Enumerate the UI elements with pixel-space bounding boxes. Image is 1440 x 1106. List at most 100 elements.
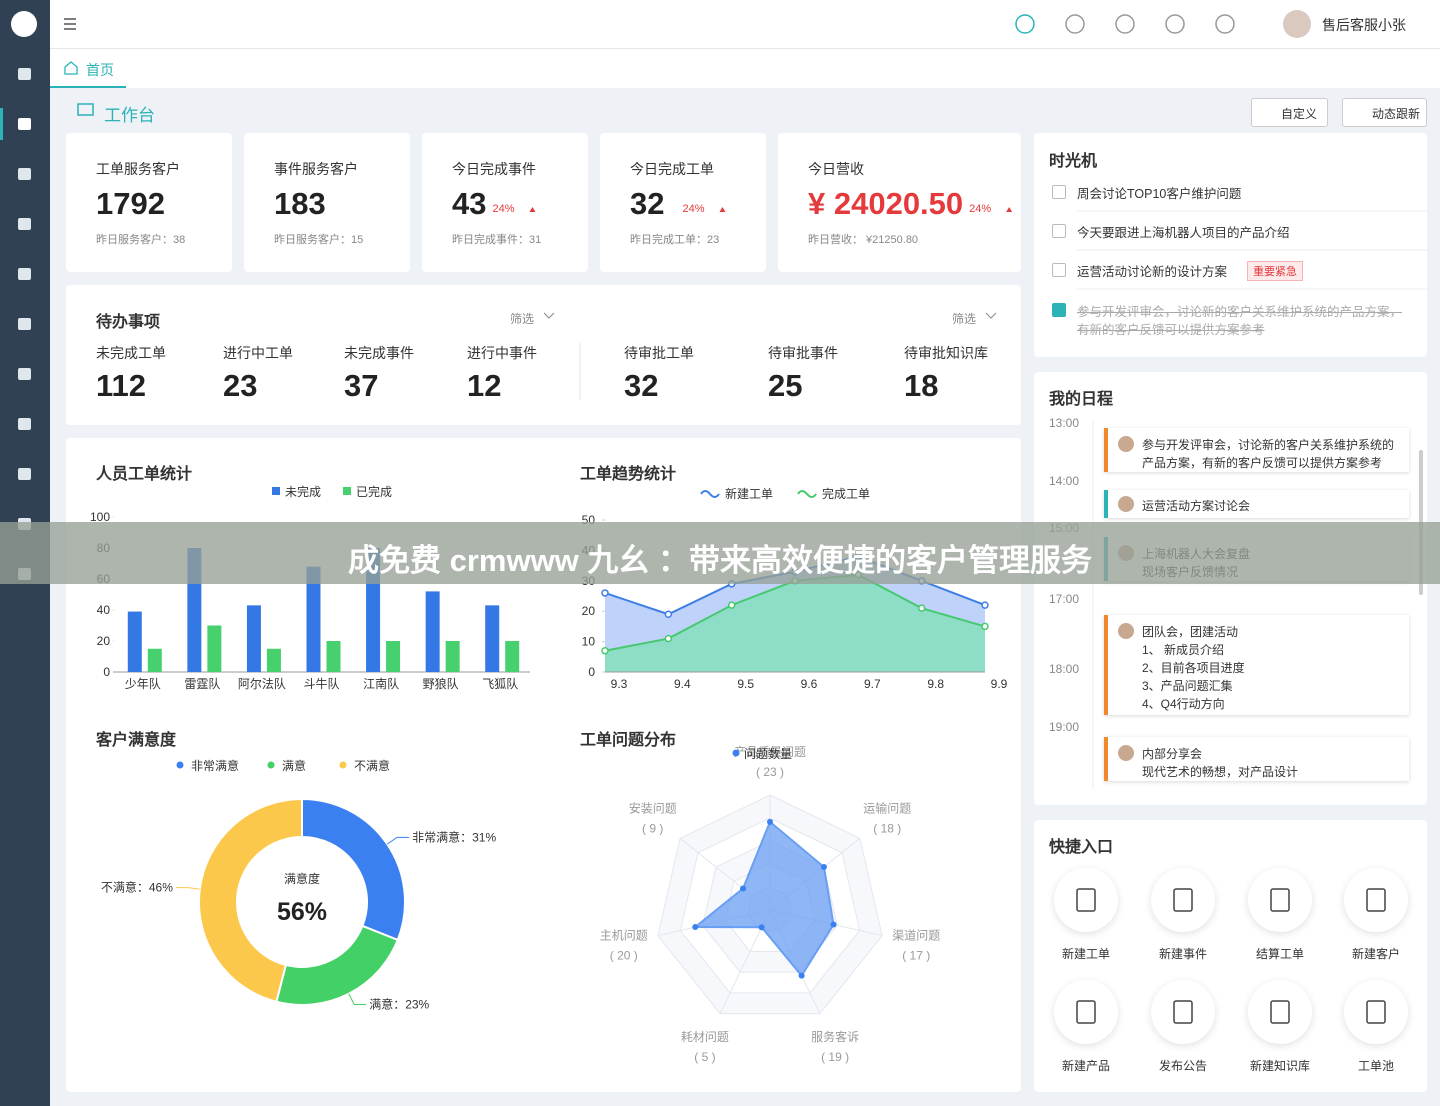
todo-value: 37 xyxy=(344,368,379,403)
quick-label[interactable]: 新建知识库 xyxy=(1249,1059,1310,1073)
bar xyxy=(326,641,341,672)
quick-label[interactable]: 结算工单 xyxy=(1255,947,1304,961)
filter-arrow xyxy=(543,312,555,319)
todo-label: 进行中工单 xyxy=(223,345,293,361)
checkbox[interactable] xyxy=(1052,224,1066,238)
stat-value: 32 xyxy=(630,186,665,221)
todo-label: 待审批知识库 xyxy=(904,345,988,361)
event-card[interactable] xyxy=(1104,737,1409,781)
event-text: 1、 新成员介绍 xyxy=(1142,643,1225,657)
bar xyxy=(246,605,261,672)
quick-button[interactable] xyxy=(1248,868,1312,932)
quick-title: 快捷入口 xyxy=(1049,839,1114,856)
quick-button[interactable] xyxy=(1344,980,1408,1044)
quick-button[interactable] xyxy=(1054,980,1118,1044)
up-arrow xyxy=(719,207,726,212)
quick-label[interactable]: 新建工单 xyxy=(1061,947,1110,961)
quick-icon xyxy=(1076,888,1096,912)
axis-label: 渠道问题 xyxy=(892,928,940,942)
legend-swatch xyxy=(272,487,280,495)
checkbox[interactable] xyxy=(1052,263,1066,277)
legend-swatch xyxy=(343,487,351,495)
button-label[interactable]: 动态跟新 xyxy=(1372,107,1421,121)
header-icon xyxy=(1165,14,1185,34)
point xyxy=(664,634,673,643)
slice-label: 不满意：46% xyxy=(101,880,173,895)
legend-label: 问题数量 xyxy=(744,746,792,761)
pie-slice xyxy=(275,924,400,1006)
axis-label: 运输问题 xyxy=(863,800,911,815)
area xyxy=(605,574,985,672)
quick-button[interactable] xyxy=(1344,868,1408,932)
quick-button[interactable] xyxy=(1151,868,1215,932)
legend-label: 非常满意 xyxy=(191,758,239,773)
x-tick-label: 阿尔法队 xyxy=(238,676,286,691)
quick-button[interactable] xyxy=(1151,980,1215,1044)
tab-label[interactable]: 首页 xyxy=(86,62,114,78)
stat-value: 43 xyxy=(452,186,487,221)
nav-active xyxy=(0,108,3,140)
nav-icon xyxy=(18,418,31,430)
x-tick-label: 9.7 xyxy=(864,677,881,691)
quick-label[interactable]: 新建事件 xyxy=(1158,947,1207,961)
point xyxy=(981,601,989,609)
button-label[interactable]: 自定义 xyxy=(1281,107,1318,121)
value-label: ( 18 ) xyxy=(873,821,901,835)
time-label: 14:00 xyxy=(1049,474,1080,488)
legend-label: 未完成 xyxy=(285,484,321,499)
axis-label: 安装问题 xyxy=(629,800,677,815)
y-tick-label: 0 xyxy=(588,665,595,679)
point xyxy=(727,601,736,609)
button[interactable] xyxy=(1251,98,1328,127)
stat-label: 今日营收 xyxy=(808,161,864,177)
quick-label[interactable]: 新建客户 xyxy=(1351,947,1400,961)
quick-label[interactable]: 发布公告 xyxy=(1158,1059,1207,1073)
header-icon xyxy=(1215,14,1235,34)
event-text: 4、Q4行动方向 xyxy=(1142,697,1225,711)
event-card[interactable] xyxy=(1104,428,1409,472)
quick-icon xyxy=(1366,888,1386,912)
pie-slice xyxy=(198,797,303,1003)
nav-icon xyxy=(18,268,31,280)
legend-swatch xyxy=(732,749,740,757)
stat-label: 今日完成事件 xyxy=(452,161,536,177)
event-text: 现代艺术的畅想，对产品设计 xyxy=(1142,765,1299,779)
quick-button[interactable] xyxy=(1248,980,1312,1044)
event-card[interactable] xyxy=(1104,615,1409,715)
stat-card xyxy=(66,133,232,272)
checkbox[interactable] xyxy=(1052,185,1066,199)
user-name[interactable]: 售后客服小张 xyxy=(1322,17,1406,33)
x-tick-label: 9.8 xyxy=(927,677,944,691)
checkbox[interactable] xyxy=(1052,303,1066,317)
todo-text: 参与开发评审会，讨论新的客户关系维护系统的产品方案， xyxy=(1077,305,1403,319)
y-tick-label: 100 xyxy=(90,510,110,524)
quick-button[interactable] xyxy=(1054,868,1118,932)
y-tick-label: 0 xyxy=(103,665,110,679)
filter-arrow xyxy=(985,312,997,319)
todo-value: 32 xyxy=(624,368,659,403)
value-label: ( 5 ) xyxy=(694,1050,715,1064)
quick-icon xyxy=(1270,888,1290,912)
value-label: ( 9 ) xyxy=(642,821,663,835)
stat-value: 1792 xyxy=(96,186,165,221)
event-text: 3、产品问题汇集 xyxy=(1142,679,1233,693)
tag: 重要紧急 xyxy=(1247,261,1303,281)
value-label: ( 17 ) xyxy=(902,948,930,962)
quick-label[interactable]: 工单池 xyxy=(1357,1059,1394,1073)
todo-text: 今天要跟进上海机器人项目的产品介绍 xyxy=(1077,226,1290,240)
quick-label[interactable]: 新建产品 xyxy=(1061,1059,1110,1073)
schedule-title: 我的日程 xyxy=(1049,391,1114,408)
todo-label: 待审批工单 xyxy=(624,345,694,361)
stat-sub: 昨日完成工单：23 xyxy=(630,234,720,246)
button[interactable] xyxy=(1342,98,1427,127)
filter[interactable]: 筛选 xyxy=(952,312,977,326)
event-card[interactable] xyxy=(1104,490,1409,518)
up-arrow xyxy=(1006,207,1013,212)
nav-icon xyxy=(18,368,31,380)
filter[interactable]: 筛选 xyxy=(510,312,535,326)
todo-value: 18 xyxy=(904,368,939,403)
header-icon xyxy=(1115,14,1135,34)
bar xyxy=(386,641,401,672)
todo-label: 未完成事件 xyxy=(344,345,414,361)
